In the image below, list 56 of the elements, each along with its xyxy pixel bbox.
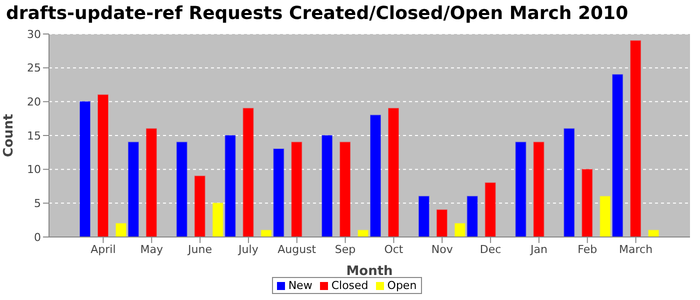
bar xyxy=(630,40,642,237)
bar xyxy=(212,202,224,237)
bar xyxy=(533,142,544,237)
bar xyxy=(612,74,624,237)
bar xyxy=(80,101,90,237)
legend-label: Open xyxy=(387,279,417,292)
x-tick-label: Nov xyxy=(431,242,454,256)
bar xyxy=(128,142,139,237)
x-tick-label: July xyxy=(238,242,259,256)
y-tick-label: 30 xyxy=(27,28,41,41)
bar xyxy=(98,94,108,237)
legend-label: New xyxy=(288,279,312,292)
y-tick-label: 25 xyxy=(27,62,41,75)
y-tick-label: 20 xyxy=(27,96,41,109)
bar xyxy=(564,128,575,237)
x-tick-label: March xyxy=(619,242,653,256)
bar xyxy=(600,196,611,237)
y-tick-label: 0 xyxy=(34,230,41,244)
bar xyxy=(322,135,333,237)
y-tick-label: 5 xyxy=(34,197,41,210)
bar xyxy=(484,182,496,237)
bar xyxy=(176,142,188,237)
bar xyxy=(194,176,206,237)
x-tick-label: Jan xyxy=(529,242,548,256)
bar xyxy=(358,230,369,237)
bar xyxy=(273,148,284,237)
bar xyxy=(466,196,478,237)
x-tick-label: Dec xyxy=(480,242,502,256)
chart-title: drafts-update-ref Requests Created/Closed/Open March 2010 xyxy=(6,3,628,24)
bar xyxy=(515,142,526,237)
x-axis-title: Month xyxy=(346,264,393,279)
bar xyxy=(291,142,302,237)
x-tick-label: May xyxy=(140,242,164,256)
x-tick-label: Sep xyxy=(334,242,356,256)
x-tick-label: April xyxy=(90,242,116,256)
bar xyxy=(582,168,593,237)
y-tick-label: 10 xyxy=(27,163,41,176)
y-axis-title: Count xyxy=(2,114,17,158)
bar xyxy=(242,108,254,237)
bar xyxy=(436,209,448,237)
bar xyxy=(454,222,466,237)
bar xyxy=(340,142,351,237)
legend-label: Closed xyxy=(331,279,368,292)
x-tick-label: Feb xyxy=(578,242,598,256)
bar xyxy=(418,196,430,237)
bar xyxy=(370,114,381,237)
bar xyxy=(224,135,236,237)
x-tick-label: June xyxy=(187,242,212,256)
bar xyxy=(648,230,660,237)
x-tick-label: Oct xyxy=(384,242,404,256)
x-tick-label: August xyxy=(278,242,317,256)
bar xyxy=(260,230,272,237)
y-tick-label: 15 xyxy=(27,129,41,142)
bar xyxy=(116,222,126,237)
bar xyxy=(146,128,157,237)
bar xyxy=(388,108,399,237)
